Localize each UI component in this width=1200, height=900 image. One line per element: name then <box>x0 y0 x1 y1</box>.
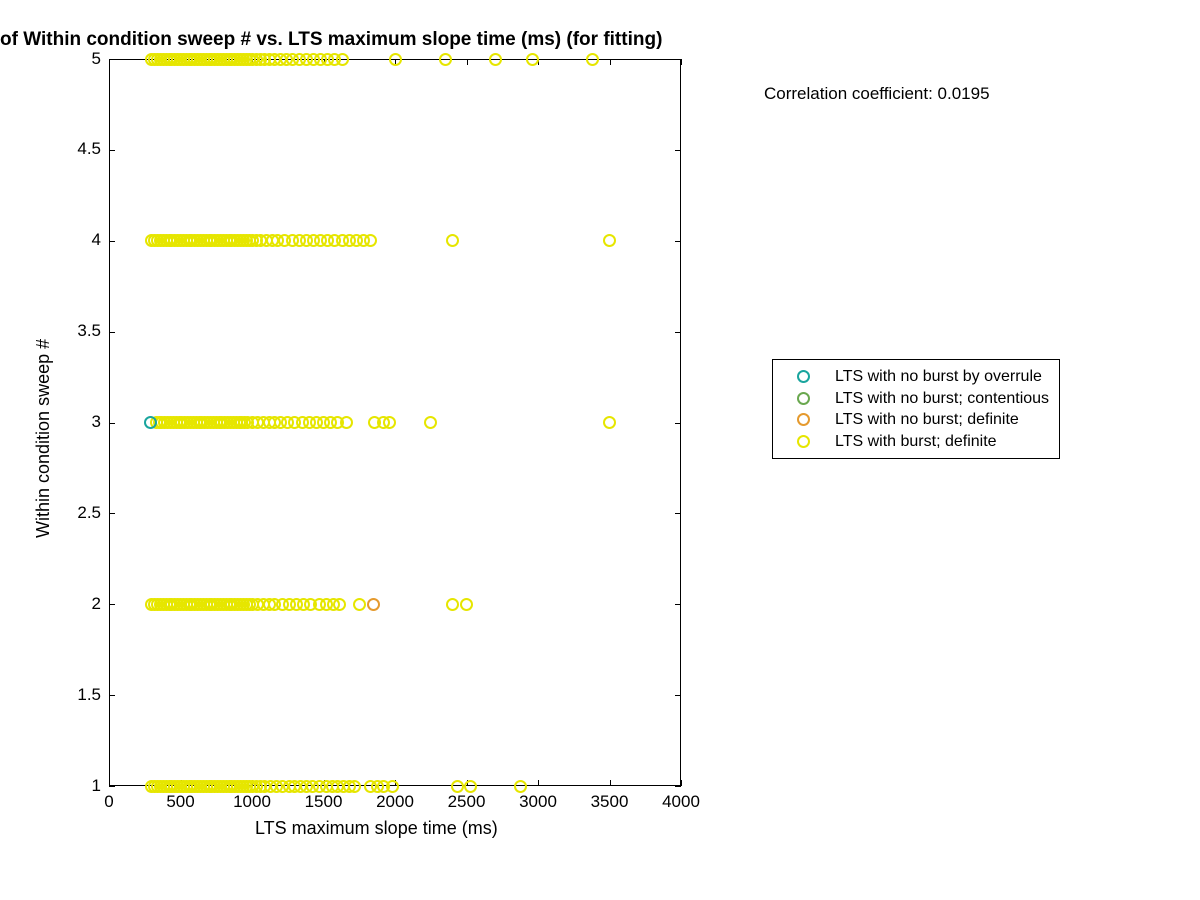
data-point <box>353 598 366 611</box>
y-tick-label: 4 <box>51 230 101 250</box>
y-tick-label: 2 <box>51 594 101 614</box>
y-tick-label: 5 <box>51 49 101 69</box>
data-point <box>389 53 402 66</box>
y-tick <box>675 241 681 242</box>
legend-label: LTS with burst; definite <box>835 431 997 453</box>
x-tick <box>538 780 539 786</box>
x-tick-label: 3500 <box>580 792 640 812</box>
legend-marker-icon <box>797 435 810 448</box>
data-point <box>514 780 527 793</box>
y-tick <box>109 241 115 242</box>
y-tick <box>675 423 681 424</box>
data-point <box>489 53 502 66</box>
data-point <box>386 780 399 793</box>
legend-item: LTS with no burst; definite <box>783 409 1049 431</box>
data-point <box>340 416 353 429</box>
x-tick-label: 1500 <box>294 792 354 812</box>
y-tick <box>675 332 681 333</box>
legend-marker-icon <box>797 370 810 383</box>
y-tick <box>675 695 681 696</box>
legend-item: LTS with no burst; contentious <box>783 388 1049 410</box>
y-tick <box>109 513 115 514</box>
x-tick <box>610 59 611 65</box>
data-point <box>451 780 464 793</box>
x-tick <box>681 59 682 65</box>
y-tick <box>675 59 681 60</box>
y-tick <box>109 786 115 787</box>
chart-container: of Within condition sweep # vs. LTS maxi… <box>0 0 1200 900</box>
data-point <box>144 416 157 429</box>
y-tick <box>675 513 681 514</box>
y-tick <box>675 150 681 151</box>
y-tick <box>109 695 115 696</box>
legend-label: LTS with no burst by overrule <box>835 366 1042 388</box>
y-tick <box>675 786 681 787</box>
legend-label: LTS with no burst; contentious <box>835 388 1049 410</box>
data-point <box>446 234 459 247</box>
correlation-annotation: Correlation coefficient: 0.0195 <box>764 84 990 104</box>
y-tick-label: 4.5 <box>51 139 101 159</box>
legend-swatch <box>783 413 823 426</box>
x-tick <box>681 780 682 786</box>
x-tick-label: 500 <box>151 792 211 812</box>
data-point <box>348 780 361 793</box>
legend-marker-icon <box>797 392 810 405</box>
legend-label: LTS with no burst; definite <box>835 409 1019 431</box>
y-tick <box>109 59 115 60</box>
x-axis-label: LTS maximum slope time (ms) <box>255 818 498 839</box>
x-tick-label: 1000 <box>222 792 282 812</box>
y-tick <box>675 604 681 605</box>
legend-swatch <box>783 435 823 448</box>
data-point <box>586 53 599 66</box>
legend-swatch <box>783 392 823 405</box>
legend: LTS with no burst by overruleLTS with no… <box>772 359 1060 459</box>
legend-marker-icon <box>797 413 810 426</box>
y-tick-label: 3.5 <box>51 321 101 341</box>
x-tick <box>467 59 468 65</box>
data-point <box>446 598 459 611</box>
data-point <box>439 53 452 66</box>
y-tick-label: 1 <box>51 776 101 796</box>
legend-item: LTS with burst; definite <box>783 431 1049 453</box>
x-tick <box>610 780 611 786</box>
y-tick <box>109 150 115 151</box>
x-tick-label: 3000 <box>508 792 568 812</box>
data-point <box>526 53 539 66</box>
x-tick-label: 2500 <box>437 792 497 812</box>
y-tick <box>109 423 115 424</box>
x-tick-label: 4000 <box>651 792 711 812</box>
data-point <box>383 416 396 429</box>
y-tick-label: 2.5 <box>51 503 101 523</box>
y-tick <box>109 604 115 605</box>
y-tick-label: 1.5 <box>51 685 101 705</box>
data-point <box>333 598 346 611</box>
data-point <box>336 53 349 66</box>
x-tick-label: 2000 <box>365 792 425 812</box>
data-point <box>460 598 473 611</box>
legend-item: LTS with no burst by overrule <box>783 366 1049 388</box>
legend-swatch <box>783 370 823 383</box>
y-tick-label: 3 <box>51 412 101 432</box>
data-point <box>367 598 380 611</box>
data-point <box>464 780 477 793</box>
data-point <box>603 416 616 429</box>
y-tick <box>109 332 115 333</box>
